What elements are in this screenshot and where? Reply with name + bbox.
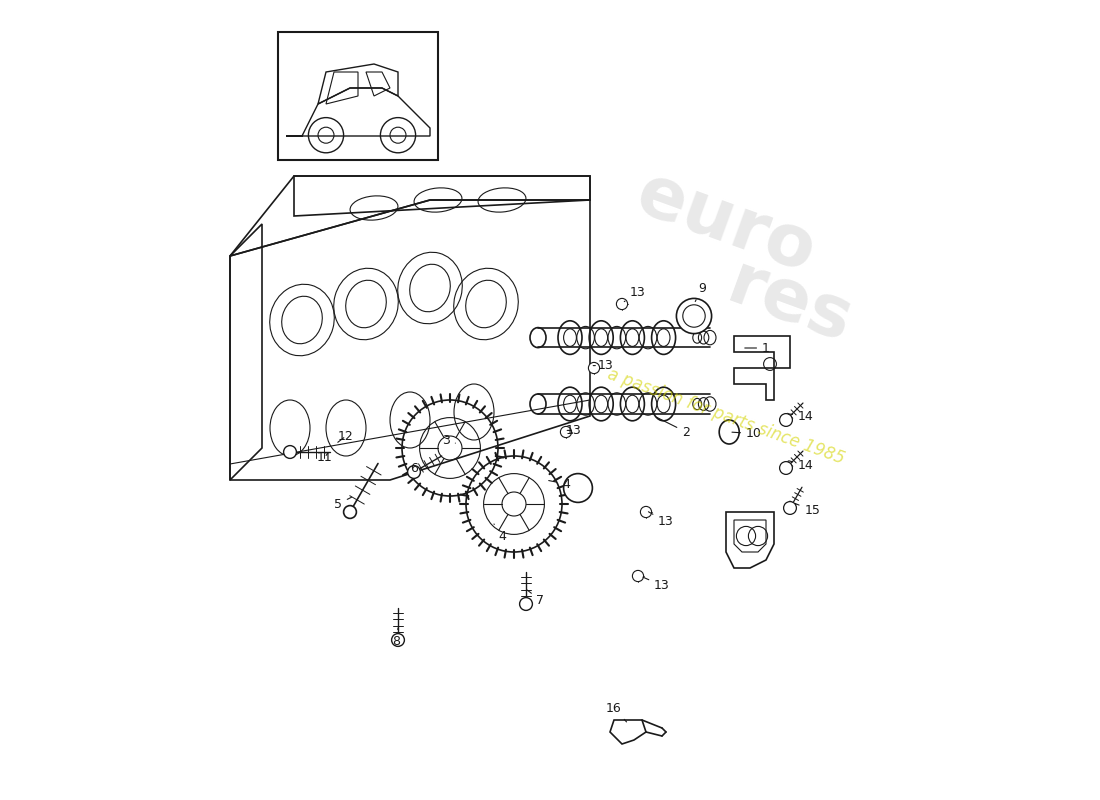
- Text: 14: 14: [789, 459, 814, 472]
- Circle shape: [343, 506, 356, 518]
- Text: a passion for parts since 1985: a passion for parts since 1985: [605, 365, 847, 467]
- Circle shape: [676, 298, 712, 334]
- Text: 4: 4: [494, 524, 506, 542]
- Text: 16: 16: [606, 702, 627, 722]
- Circle shape: [284, 446, 296, 458]
- Text: 11: 11: [317, 451, 332, 464]
- Text: 13: 13: [648, 512, 674, 528]
- Circle shape: [563, 474, 593, 502]
- Circle shape: [780, 414, 792, 426]
- Text: 6: 6: [410, 462, 418, 474]
- Circle shape: [392, 634, 405, 646]
- Text: euro: euro: [627, 160, 825, 288]
- Text: 5: 5: [334, 498, 352, 510]
- Circle shape: [780, 462, 792, 474]
- Ellipse shape: [719, 420, 739, 444]
- Text: 4: 4: [549, 478, 570, 490]
- Circle shape: [640, 506, 651, 518]
- Text: 1: 1: [745, 342, 770, 354]
- Text: 10: 10: [732, 427, 762, 440]
- Text: 13: 13: [566, 424, 582, 437]
- Text: 13: 13: [625, 286, 646, 302]
- Text: 13: 13: [593, 359, 614, 372]
- Text: 2: 2: [657, 418, 690, 438]
- Text: 15: 15: [795, 503, 821, 517]
- Circle shape: [783, 502, 796, 514]
- Text: 9: 9: [695, 282, 706, 302]
- Bar: [278, 32, 438, 160]
- Text: res: res: [718, 250, 861, 358]
- Circle shape: [588, 362, 600, 374]
- Circle shape: [616, 298, 628, 310]
- Text: 14: 14: [789, 410, 814, 422]
- Text: 12: 12: [338, 430, 354, 442]
- Text: 7: 7: [527, 590, 544, 606]
- Circle shape: [519, 598, 532, 610]
- Text: 13: 13: [642, 577, 670, 592]
- Text: 3: 3: [442, 434, 455, 446]
- Circle shape: [560, 426, 572, 438]
- Circle shape: [632, 570, 644, 582]
- Circle shape: [408, 466, 420, 478]
- Text: 8: 8: [393, 628, 400, 648]
